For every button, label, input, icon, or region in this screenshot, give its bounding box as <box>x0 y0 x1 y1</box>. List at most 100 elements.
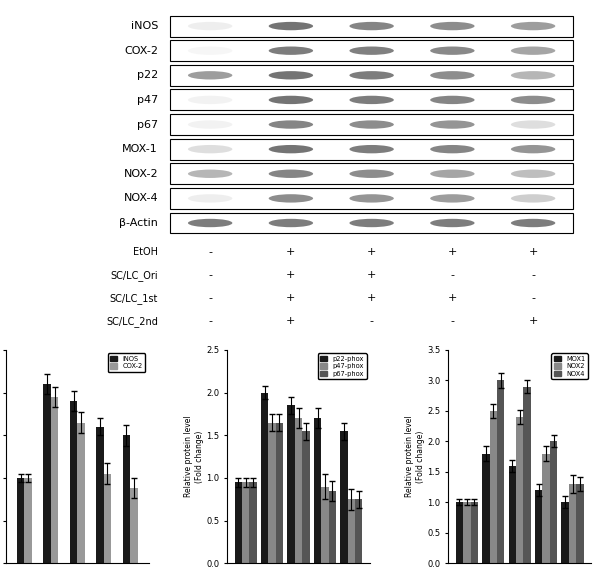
Bar <box>328 491 336 563</box>
Text: COX-2: COX-2 <box>124 46 158 56</box>
Ellipse shape <box>349 71 394 80</box>
Ellipse shape <box>188 219 232 227</box>
Text: +: + <box>448 294 457 303</box>
Ellipse shape <box>269 145 313 153</box>
Ellipse shape <box>188 96 232 104</box>
Text: -: - <box>208 294 212 303</box>
Text: +: + <box>286 247 296 257</box>
Ellipse shape <box>511 96 555 104</box>
Bar <box>269 423 276 563</box>
Ellipse shape <box>511 219 555 227</box>
Ellipse shape <box>349 145 394 153</box>
Ellipse shape <box>430 194 475 203</box>
Ellipse shape <box>349 170 394 178</box>
Text: SC/LC_2nd: SC/LC_2nd <box>106 316 158 327</box>
Ellipse shape <box>430 96 475 104</box>
Text: SC/LC_1st: SC/LC_1st <box>110 293 158 304</box>
Text: -: - <box>370 316 374 327</box>
Ellipse shape <box>511 145 555 153</box>
Text: +: + <box>528 247 538 257</box>
Ellipse shape <box>188 47 232 55</box>
Bar <box>170 65 574 86</box>
Ellipse shape <box>188 121 232 129</box>
Ellipse shape <box>349 96 394 104</box>
Text: +: + <box>286 316 296 327</box>
Bar <box>123 435 130 563</box>
Bar <box>170 40 574 61</box>
Ellipse shape <box>430 145 475 153</box>
Bar <box>17 478 24 563</box>
Bar <box>314 418 321 563</box>
Bar <box>170 15 574 36</box>
Ellipse shape <box>349 121 394 129</box>
Bar <box>170 163 574 184</box>
Ellipse shape <box>269 96 313 104</box>
Legend: iNOS, COX-2: iNOS, COX-2 <box>107 353 145 372</box>
Text: +: + <box>286 270 296 280</box>
Ellipse shape <box>188 194 232 203</box>
Text: EtOH: EtOH <box>133 247 158 257</box>
Text: p67: p67 <box>137 119 158 130</box>
Legend: MOX1, NOX2, NOX4: MOX1, NOX2, NOX4 <box>551 353 587 380</box>
Ellipse shape <box>430 71 475 80</box>
Text: β-Actin: β-Actin <box>119 218 158 228</box>
Bar <box>497 381 504 563</box>
Y-axis label: Relative protein level
(Fold change): Relative protein level (Fold change) <box>405 416 424 497</box>
Ellipse shape <box>269 22 313 30</box>
Bar <box>170 114 574 135</box>
Bar <box>550 442 557 563</box>
Text: -: - <box>208 270 212 280</box>
Bar <box>456 502 463 563</box>
Ellipse shape <box>511 170 555 178</box>
Y-axis label: Relative protein level
(Fold change): Relative protein level (Fold change) <box>184 416 204 497</box>
Bar <box>355 500 362 563</box>
Bar <box>170 139 574 160</box>
Bar <box>24 478 32 563</box>
Ellipse shape <box>511 194 555 203</box>
Text: p22: p22 <box>137 71 158 80</box>
Ellipse shape <box>269 219 313 227</box>
Ellipse shape <box>430 219 475 227</box>
Text: iNOS: iNOS <box>131 21 158 31</box>
Text: SC/LC_Ori: SC/LC_Ori <box>110 270 158 281</box>
Ellipse shape <box>511 47 555 55</box>
Text: +: + <box>448 247 457 257</box>
Text: -: - <box>531 294 535 303</box>
Ellipse shape <box>430 22 475 30</box>
Ellipse shape <box>188 145 232 153</box>
Bar <box>535 490 543 563</box>
Bar <box>340 431 347 563</box>
Bar <box>470 502 478 563</box>
Bar <box>261 393 269 563</box>
Bar <box>104 474 111 563</box>
Bar <box>78 423 85 563</box>
Bar <box>569 484 576 563</box>
Text: -: - <box>208 316 212 327</box>
Bar <box>287 406 295 563</box>
Bar <box>543 453 550 563</box>
Ellipse shape <box>511 121 555 129</box>
Bar <box>170 213 574 233</box>
Bar <box>235 483 242 563</box>
Bar <box>96 427 104 563</box>
Ellipse shape <box>188 71 232 80</box>
Bar <box>482 453 490 563</box>
Ellipse shape <box>349 47 394 55</box>
Text: +: + <box>286 294 296 303</box>
Ellipse shape <box>269 47 313 55</box>
Bar <box>576 484 584 563</box>
Ellipse shape <box>349 22 394 30</box>
Text: +: + <box>528 316 538 327</box>
Text: p47: p47 <box>137 95 158 105</box>
Bar <box>321 486 328 563</box>
Bar <box>242 483 250 563</box>
Bar <box>276 423 283 563</box>
Ellipse shape <box>269 170 313 178</box>
Text: +: + <box>367 294 376 303</box>
Bar <box>347 500 355 563</box>
Ellipse shape <box>430 47 475 55</box>
Bar <box>130 488 137 563</box>
Text: -: - <box>450 316 454 327</box>
Text: -: - <box>208 247 212 257</box>
Bar <box>44 384 51 563</box>
